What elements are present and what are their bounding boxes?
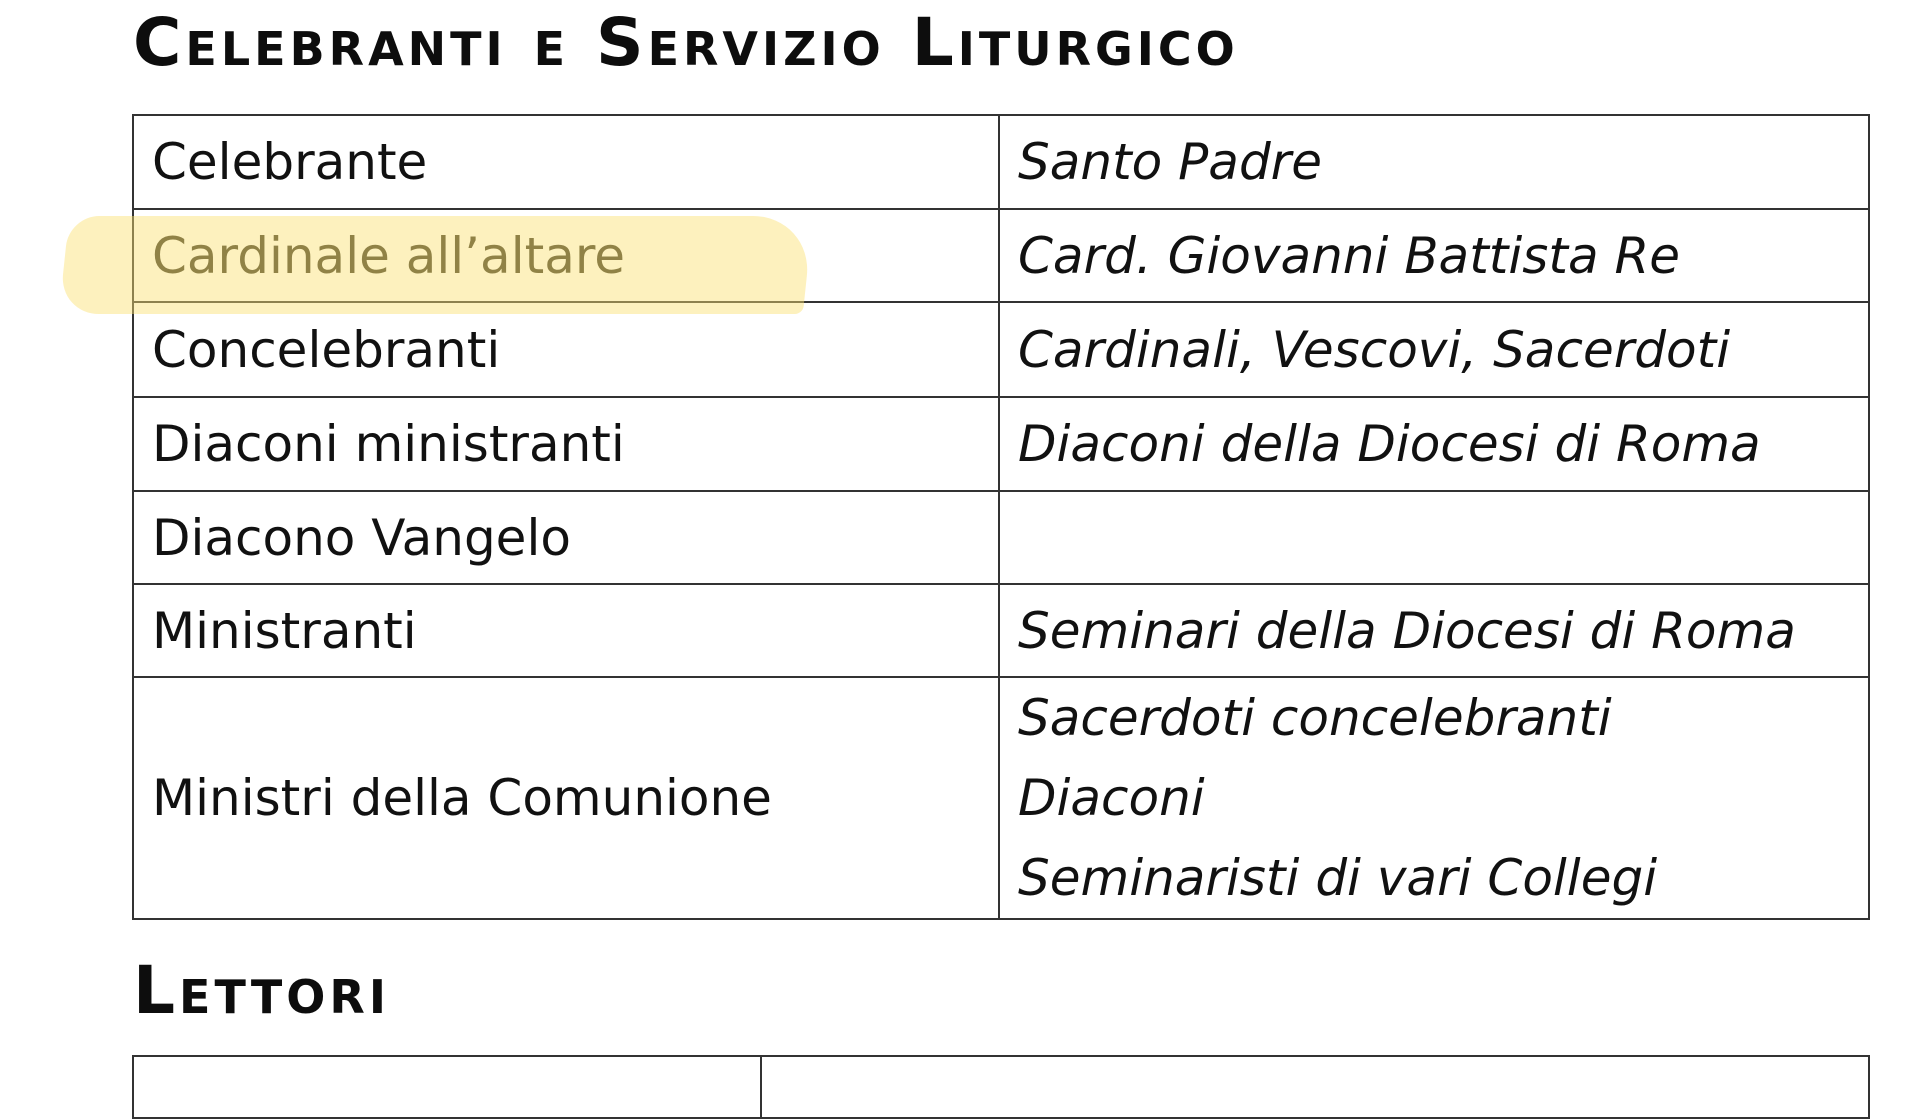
section-title-celebranti: Celebranti e Servizio Liturgico <box>133 4 1239 81</box>
table-row <box>132 1055 1870 1119</box>
name-cell: Seminari della Diocesi di Roma <box>998 583 1870 678</box>
name-line: Sacerdoti concelebranti <box>1018 689 1612 747</box>
role-cell: Celebrante <box>132 114 1000 210</box>
role-cell <box>132 1055 762 1119</box>
celebranti-table: Celebrante Santo Padre Cardinale all’alt… <box>132 114 1870 920</box>
role-cell: Diaconi ministranti <box>132 396 1000 492</box>
name-cell: Diaconi della Diocesi di Roma <box>998 396 1870 492</box>
name-cell: Santo Padre <box>998 114 1870 210</box>
table-row: Ministri della Comunione Sacerdoti conce… <box>132 676 1870 920</box>
name-line: Diaconi <box>1018 769 1205 827</box>
table-row: Ministranti Seminari della Diocesi di Ro… <box>132 583 1870 678</box>
table-row: Diaconi ministranti Diaconi della Dioces… <box>132 396 1870 492</box>
table-row: Concelebranti Cardinali, Vescovi, Sacerd… <box>132 301 1870 398</box>
table-row: Cardinale all’altare Card. Giovanni Batt… <box>132 208 1870 303</box>
lettori-table <box>132 1055 1870 1119</box>
name-cell <box>998 490 1870 585</box>
name-cell <box>760 1055 1870 1119</box>
table-row: Diacono Vangelo <box>132 490 1870 585</box>
role-cell: Concelebranti <box>132 301 1000 398</box>
table-row: Celebrante Santo Padre <box>132 114 1870 210</box>
role-cell: Ministri della Comunione <box>132 676 1000 920</box>
name-line: Seminaristi di vari Collegi <box>1018 849 1658 907</box>
name-cell: Sacerdoti concelebranti Diaconi Seminari… <box>998 676 1870 920</box>
name-cell: Card. Giovanni Battista Re <box>998 208 1870 303</box>
role-cell: Cardinale all’altare <box>132 208 1000 303</box>
role-cell: Diacono Vangelo <box>132 490 1000 585</box>
role-cell: Ministranti <box>132 583 1000 678</box>
section-title-lettori: Lettori <box>133 952 390 1029</box>
name-cell: Cardinali, Vescovi, Sacerdoti <box>998 301 1870 398</box>
